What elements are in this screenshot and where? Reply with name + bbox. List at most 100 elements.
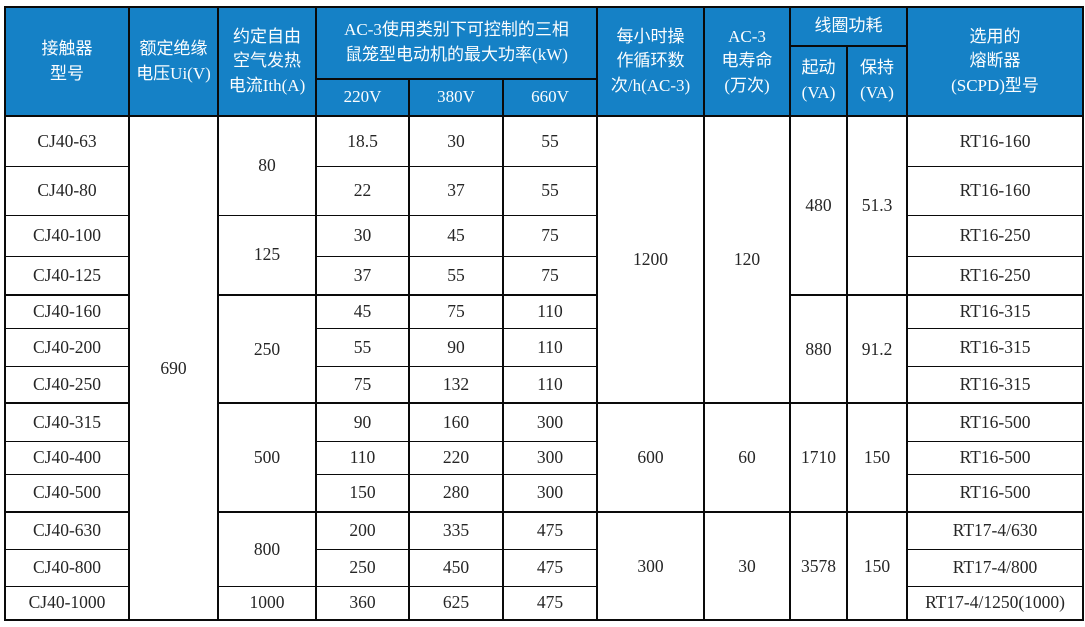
cell-model: CJ40-800 <box>4 548 130 587</box>
table-row: CJ40-160 250 45 75 110 880 91.2 RT16-315 <box>4 294 1085 404</box>
cell-power-220v: 45 <box>315 294 410 329</box>
cell-power-380v: 220 <box>408 440 504 475</box>
table-row: CJ40-80 22 37 55 RT16-160 <box>4 165 1085 216</box>
cell-power-380v: 90 <box>408 327 504 367</box>
cell-fuse-model: RT16-250 <box>906 255 1085 296</box>
table-row: CJ40-800 250 450 475 RT17-4/800 <box>4 548 1085 587</box>
cell-power-220v: 37 <box>315 255 410 296</box>
table-row: CJ40-200 55 90 110 RT16-315 <box>4 327 1085 367</box>
cell-operating-cycles: 1200 <box>596 115 706 404</box>
cell-fuse-model: RT16-500 <box>906 473 1085 513</box>
table-row: CJ40-125 37 55 75 RT16-250 <box>4 255 1085 296</box>
cell-coil-hold-va: 150 <box>846 511 909 621</box>
cell-model: CJ40-125 <box>4 255 130 296</box>
cell-power-660v: 475 <box>501 548 599 587</box>
col-header-coil-start: 起动 (VA) <box>789 45 849 117</box>
cell-model: CJ40-160 <box>4 294 130 329</box>
cell-fuse-model: RT17-4/800 <box>906 548 1085 587</box>
cell-power-380v: 45 <box>408 214 504 257</box>
cell-operating-cycles: 600 <box>596 402 706 513</box>
cell-fuse-model: RT16-500 <box>906 402 1085 442</box>
cell-model: CJ40-630 <box>4 511 130 550</box>
cell-electrical-life: 60 <box>703 402 792 513</box>
col-header-electrical-life: AC-3 电寿命 (万次) <box>703 6 792 117</box>
cell-power-660v: 475 <box>501 511 599 550</box>
cell-power-220v: 110 <box>315 440 410 475</box>
cell-coil-start-va: 1710 <box>789 402 849 513</box>
cell-power-380v: 625 <box>408 585 504 621</box>
table-row: CJ40-63 690 80 18.5 30 55 1200 120 480 51.3 RT16-1… <box>4 115 1085 621</box>
cell-fuse-model: RT16-315 <box>906 294 1085 329</box>
header-row-coil-sub: 起动 (VA) 保持 (VA) <box>5 45 1083 117</box>
col-header-coil-hold: 保持 (VA) <box>846 45 909 117</box>
cell-model: CJ40-250 <box>4 365 130 404</box>
cell-power-380v: 55 <box>408 255 504 296</box>
cell-coil-start-va: 480 <box>789 115 849 296</box>
cell-coil-start-va: 3578 <box>789 511 849 621</box>
cell-power-380v: 450 <box>408 548 504 587</box>
table-row: CJ40-1000 1000 360 625 475 RT17-4/1250(1000) <box>4 585 1085 621</box>
cell-insulation-voltage: 690 <box>128 115 219 621</box>
cell-fuse-model: RT17-4/630 <box>906 511 1085 550</box>
cell-model: CJ40-400 <box>4 440 130 475</box>
cell-power-660v: 75 <box>501 214 599 257</box>
cell-thermal-current: 80 <box>217 115 317 216</box>
cell-power-660v: 75 <box>501 255 599 296</box>
cell-model: CJ40-63 <box>4 115 130 167</box>
cell-power-660v: 110 <box>501 365 599 404</box>
header-row-top: 接触器 型号 额定绝缘 电压Ui(V) 约定自由 空气发热 电流Ith(A) A… <box>4 6 1085 117</box>
cell-thermal-current: 125 <box>217 214 317 296</box>
table-row: CJ40-250 75 132 110 RT16-315 <box>4 365 1085 404</box>
col-header-660v: 660V <box>501 78 599 117</box>
table-body: CJ40-63 690 80 18.5 30 55 1200 120 480 51.3 RT16-1… <box>4 115 1085 621</box>
cell-power-220v: 200 <box>315 511 410 550</box>
cell-fuse-model: RT16-250 <box>906 214 1085 257</box>
cell-power-380v: 160 <box>408 402 504 442</box>
cell-power-220v: 22 <box>315 165 410 216</box>
cell-fuse-model: RT16-160 <box>906 115 1085 167</box>
header-row-voltage-sub: 220V 380V 660V <box>5 78 1083 117</box>
cell-fuse-model: RT17-4/1250(1000) <box>906 585 1085 621</box>
cell-power-660v: 55 <box>501 165 599 216</box>
cell-power-660v: 110 <box>501 294 599 329</box>
cell-power-220v: 90 <box>315 402 410 442</box>
table-header: 接触器 型号 额定绝缘 电压Ui(V) 约定自由 空气发热 电流Ith(A) A… <box>4 6 1085 117</box>
table-row: CJ40-100 125 30 45 75 RT16-250 <box>4 214 1085 296</box>
cell-power-220v: 18.5 <box>315 115 410 167</box>
table-row: CJ40-500 150 280 300 RT16-500 <box>4 473 1085 513</box>
cell-model: CJ40-500 <box>4 473 130 513</box>
cell-model: CJ40-200 <box>4 327 130 367</box>
cell-model: CJ40-1000 <box>4 585 130 621</box>
cell-model: CJ40-315 <box>4 402 130 442</box>
cell-fuse-model: RT16-160 <box>906 165 1085 216</box>
cell-power-660v: 300 <box>501 440 599 475</box>
cell-power-380v: 30 <box>408 115 504 167</box>
cell-power-660v: 110 <box>501 327 599 367</box>
cell-thermal-current: 500 <box>217 402 317 513</box>
cell-thermal-current: 800 <box>217 511 317 587</box>
cell-power-380v: 75 <box>408 294 504 329</box>
cell-power-220v: 360 <box>315 585 410 621</box>
cell-fuse-model: RT16-315 <box>906 327 1085 367</box>
cell-power-220v: 55 <box>315 327 410 367</box>
col-header-thermal-current: 约定自由 空气发热 电流Ith(A) <box>217 6 317 117</box>
cell-coil-hold-va: 150 <box>846 402 909 513</box>
col-header-max-power-group: AC-3使用类别下可控制的三相 鼠笼型电动机的最大功率(kW) <box>314 6 599 80</box>
cell-power-220v: 150 <box>315 473 410 513</box>
cell-model: CJ40-80 <box>4 165 130 216</box>
cell-power-380v: 335 <box>408 511 504 550</box>
cell-power-660v: 475 <box>501 585 599 621</box>
cell-power-220v: 250 <box>315 548 410 587</box>
cell-thermal-current: 1000 <box>217 585 317 621</box>
col-header-220v: 220V <box>315 78 410 117</box>
cell-coil-hold-va: 91.2 <box>846 294 909 404</box>
cell-power-380v: 37 <box>408 165 504 216</box>
cell-power-660v: 300 <box>501 402 599 442</box>
cell-power-220v: 30 <box>315 214 410 257</box>
col-header-insulation-voltage: 额定绝缘 电压Ui(V) <box>128 6 219 117</box>
contactor-spec-table: 接触器 型号 额定绝缘 电压Ui(V) 约定自由 空气发热 电流Ith(A) A… <box>4 6 1085 621</box>
table-row: CJ40-400 110 220 300 RT16-500 <box>4 440 1085 475</box>
cell-electrical-life: 120 <box>703 115 792 404</box>
table-row: CJ40-315 500 90 160 300 600 60 1710 150 RT16-500 <box>4 402 1085 513</box>
